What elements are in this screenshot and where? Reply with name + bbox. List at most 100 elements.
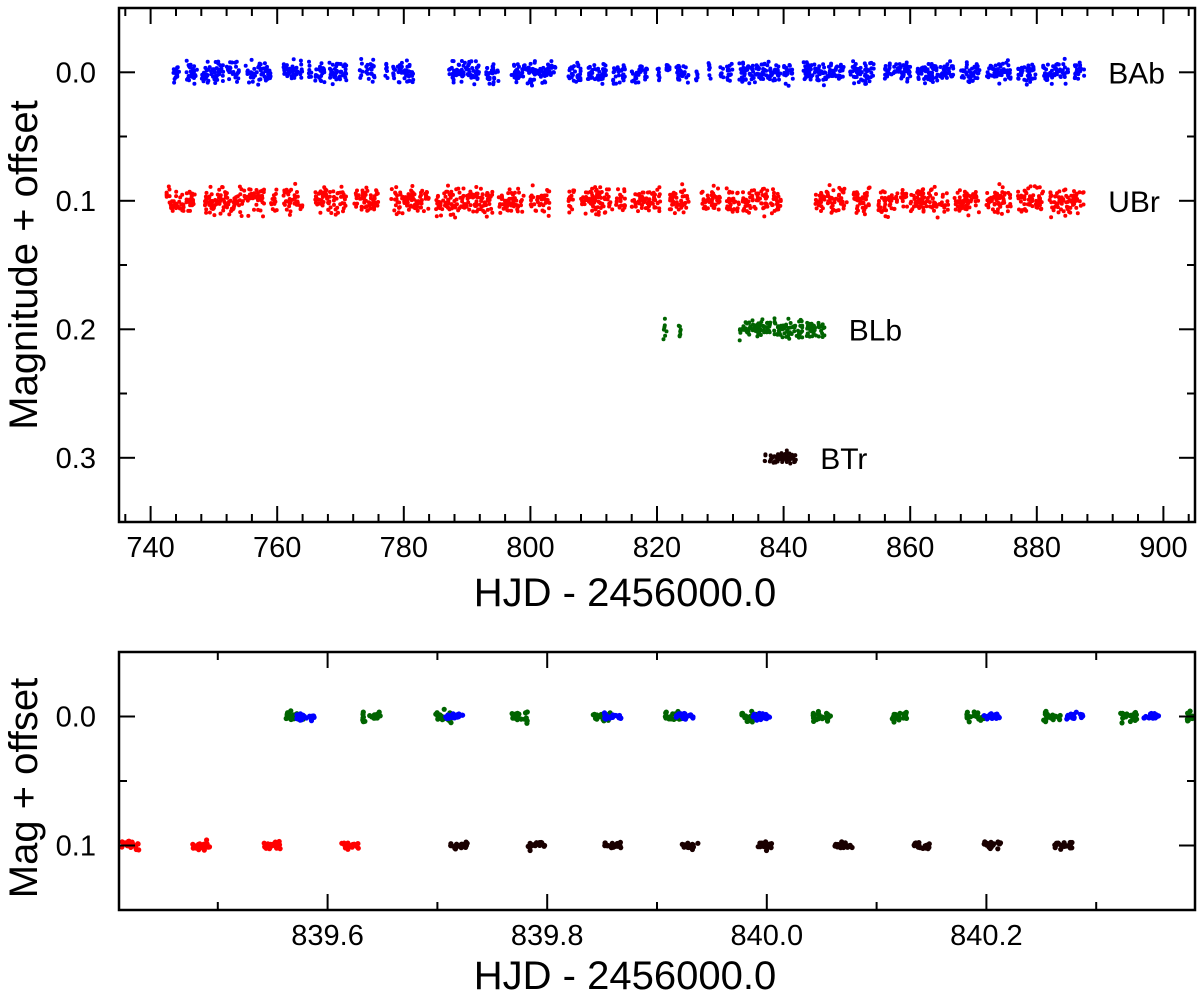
data-point	[862, 191, 867, 196]
data-point	[409, 203, 413, 208]
data-point	[807, 334, 812, 339]
data-point	[674, 204, 679, 209]
y-tick-label: 0.2	[56, 314, 96, 346]
data-point	[321, 66, 325, 71]
data-point	[778, 71, 783, 76]
data-point	[788, 461, 793, 466]
data-point	[360, 69, 365, 74]
data-point	[465, 72, 470, 77]
data-point	[633, 202, 638, 206]
data-point	[184, 70, 189, 75]
data-point	[614, 81, 618, 86]
data-point	[1062, 65, 1067, 70]
data-point	[490, 189, 495, 194]
series-BLb	[661, 316, 827, 343]
data-point	[1127, 718, 1133, 725]
data-point	[784, 460, 789, 464]
data-point	[802, 77, 807, 82]
data-point	[446, 205, 450, 210]
data-point	[987, 66, 992, 71]
data-point	[284, 207, 289, 212]
data-point	[799, 319, 804, 324]
data-point	[789, 332, 794, 336]
data-point	[679, 189, 683, 194]
data-point	[800, 335, 805, 340]
data-point	[962, 189, 967, 194]
data-point	[549, 59, 554, 64]
data-point	[990, 73, 995, 78]
data-point	[612, 66, 616, 71]
data-point	[405, 79, 410, 84]
data-point	[989, 715, 995, 722]
data-point	[594, 67, 599, 72]
data-point	[313, 190, 318, 195]
data-point	[514, 75, 519, 79]
data-point	[192, 64, 197, 69]
data-point	[480, 192, 485, 197]
data-point	[761, 67, 766, 71]
data-point	[842, 840, 848, 846]
top-y-tick-labels: 0.0 0.1 0.2 0.3	[56, 57, 96, 474]
data-point	[792, 325, 797, 330]
data-point	[181, 205, 186, 210]
data-point	[895, 713, 901, 719]
top-ticks	[119, 7, 1195, 523]
data-point	[643, 70, 648, 75]
data-point	[315, 201, 320, 206]
data-point	[716, 207, 721, 212]
data-point	[909, 199, 914, 204]
data-point	[655, 67, 660, 72]
data-point	[1132, 714, 1138, 720]
data-point	[775, 191, 780, 196]
data-point	[1082, 67, 1086, 72]
data-point	[776, 324, 781, 329]
data-point	[768, 845, 774, 851]
data-point	[509, 73, 514, 77]
data-point	[228, 198, 233, 203]
data-point	[1059, 207, 1063, 212]
data-point	[671, 194, 676, 199]
data-point	[840, 68, 845, 73]
data-point	[966, 193, 970, 198]
data-point	[985, 191, 990, 195]
data-point	[778, 197, 783, 202]
data-point	[725, 77, 730, 82]
data-point	[571, 78, 576, 83]
data-point	[208, 184, 213, 189]
data-point	[256, 82, 261, 87]
data-point	[894, 199, 899, 204]
data-point	[375, 203, 380, 208]
data-point	[214, 73, 219, 78]
data-point	[1072, 189, 1076, 194]
data-point	[743, 77, 748, 82]
data-point	[496, 195, 501, 200]
data-point	[903, 712, 909, 718]
data-point	[274, 208, 279, 213]
data-point	[616, 187, 620, 192]
data-point	[341, 64, 346, 69]
data-point	[1142, 714, 1148, 721]
data-point	[190, 199, 195, 204]
data-point	[677, 77, 682, 82]
data-point	[256, 198, 260, 203]
data-point	[1061, 62, 1066, 67]
data-point	[218, 211, 223, 216]
data-point	[838, 187, 843, 192]
data-point	[446, 198, 451, 203]
data-point	[476, 207, 481, 212]
data-point	[517, 190, 521, 195]
data-point	[759, 189, 764, 194]
x-tick-label: 840.2	[950, 920, 1023, 952]
data-point	[359, 61, 364, 66]
data-point	[1078, 63, 1083, 68]
data-point	[331, 198, 336, 203]
data-point	[668, 192, 673, 197]
data-point	[1077, 190, 1082, 195]
data-point	[772, 332, 777, 337]
data-point	[187, 65, 192, 70]
data-point	[831, 188, 836, 193]
data-point	[549, 65, 554, 70]
data-point	[841, 190, 846, 195]
data-point	[966, 79, 971, 84]
data-point	[866, 203, 871, 208]
